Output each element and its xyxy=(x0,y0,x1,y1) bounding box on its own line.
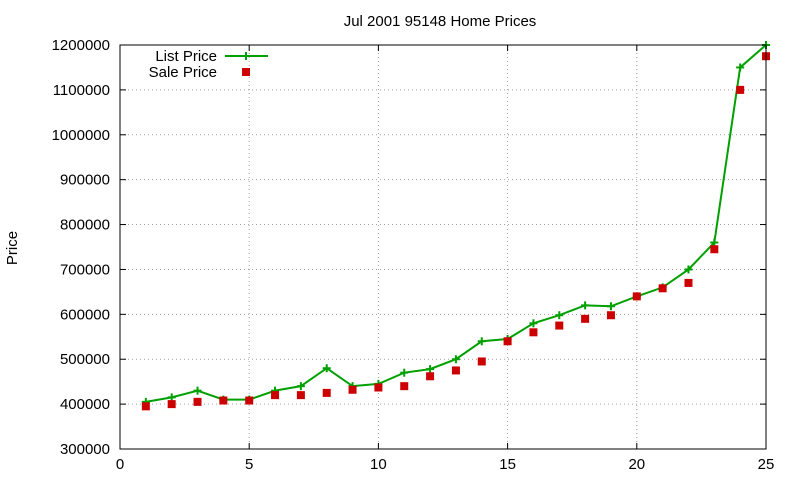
x-tick-label: 15 xyxy=(499,456,516,473)
sale-price-point xyxy=(684,278,693,287)
sale-price-point xyxy=(374,383,383,392)
sale-price-point xyxy=(451,366,460,375)
sale-price-point xyxy=(581,314,590,323)
list-price-point xyxy=(710,238,719,247)
list-price-point xyxy=(193,386,202,395)
y-tick-label: 900000 xyxy=(60,172,110,189)
y-tick-label: 1000000 xyxy=(52,127,110,144)
sale-price-point xyxy=(736,85,745,94)
chart-title: Jul 2001 95148 Home Prices xyxy=(344,13,537,30)
legend-label-sale-price: Sale Price xyxy=(149,64,217,81)
list-price-point xyxy=(322,364,331,373)
list-price-point xyxy=(400,368,409,377)
sale-price-point xyxy=(503,337,512,346)
axis-ticks: 300000 400000 500000 600000 700000 800000 9000… xyxy=(52,37,775,473)
y-tick-label: 1200000 xyxy=(52,37,110,54)
x-tick-label: 20 xyxy=(628,456,645,473)
sale-price-point xyxy=(296,391,305,400)
series-layer xyxy=(141,41,770,411)
x-tick-label: 10 xyxy=(370,456,387,473)
y-tick-label: 600000 xyxy=(60,306,110,323)
y-axis-label: Price xyxy=(4,231,21,265)
y-tick-label: 700000 xyxy=(60,261,110,278)
x-tick-label: 5 xyxy=(245,456,253,473)
y-tick-label: 300000 xyxy=(60,441,110,458)
legend-swatch-sale-price xyxy=(242,68,250,76)
y-tick-label: 1100000 xyxy=(53,82,110,99)
list-price-point xyxy=(426,365,435,374)
sale-price-point xyxy=(322,388,331,397)
list-price-point xyxy=(451,355,460,364)
list-price-point xyxy=(581,301,590,310)
sale-price-point xyxy=(426,372,435,381)
sale-price-point xyxy=(606,311,615,320)
sale-price-point xyxy=(141,402,150,411)
sale-price-point xyxy=(400,382,409,391)
sale-price-point xyxy=(555,321,564,330)
sale-price-point xyxy=(348,385,357,394)
list-price-point xyxy=(296,382,305,391)
x-tick-label: 25 xyxy=(758,456,775,473)
sale-price-point xyxy=(529,328,538,337)
list-price-point xyxy=(167,393,176,402)
list-price-point xyxy=(736,63,745,72)
sale-price-point xyxy=(632,292,641,301)
sale-price-point xyxy=(219,396,228,405)
y-tick-label: 500000 xyxy=(60,351,110,368)
y-tick-label: 400000 xyxy=(60,396,110,413)
grid-lines xyxy=(120,45,766,449)
x-tick-label: 0 xyxy=(116,456,124,473)
sale-price-point xyxy=(193,397,202,406)
sale-price-point xyxy=(710,245,719,254)
sale-price-point xyxy=(271,391,280,400)
list-price-point xyxy=(684,265,693,274)
list-price-point xyxy=(555,311,564,320)
list-price-line xyxy=(145,44,767,403)
legend-label-list-price: List Price xyxy=(155,48,217,65)
list-price-point xyxy=(477,337,486,346)
list-price-point xyxy=(529,319,538,328)
plot-frame xyxy=(119,44,767,450)
list-price-point xyxy=(606,302,615,311)
y-tick-label: 800000 xyxy=(60,217,110,234)
sale-price-point xyxy=(167,400,176,409)
sale-price-point xyxy=(658,284,667,293)
sale-price-point xyxy=(477,357,486,366)
sale-price-point xyxy=(245,396,254,405)
